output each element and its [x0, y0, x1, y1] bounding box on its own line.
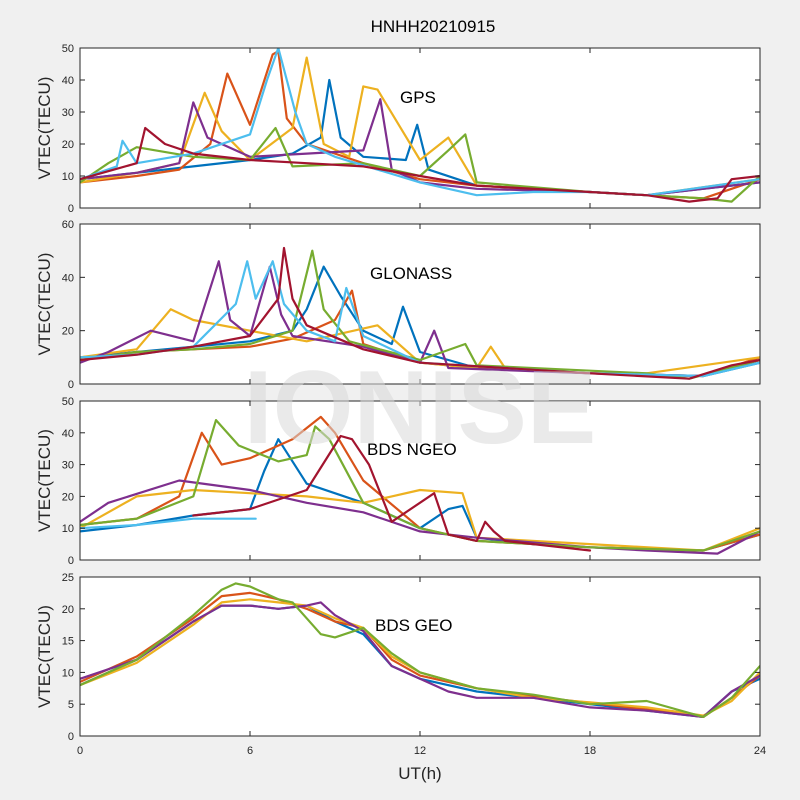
series-group-gps	[80, 48, 760, 203]
y-tick-label: 20	[62, 604, 74, 616]
series-line-glonass-4	[80, 260, 760, 378]
panel-glonass: 0 20 40 60 VTEC(TECU) GLONASS	[35, 219, 761, 391]
series-line-bds-ngeo-6	[80, 517, 257, 530]
y-tick-label: 20	[62, 139, 74, 151]
panel-label-bds-geo: BDS GEO	[375, 616, 452, 635]
y-tick-label: 0	[68, 731, 74, 743]
y-tick-label: 40	[62, 75, 74, 87]
y-tick-label: 40	[62, 428, 74, 440]
x-tick-label: 24	[754, 745, 766, 757]
y-tick-label: 10	[62, 667, 74, 679]
series-line-glonass-5	[80, 249, 760, 380]
y-axis-label-bds-geo: VTEC(TECU)	[35, 605, 54, 708]
panel-gps: 0 10 20 30 40 50 VTEC(TECU) GPS	[35, 43, 761, 215]
x-axis-label: UT(h)	[398, 764, 441, 783]
series-line-bds-ngeo-3	[80, 488, 760, 552]
y-tick-label: 30	[62, 107, 74, 119]
y-tick-label: 50	[62, 396, 74, 408]
x-tick-label: 6	[247, 745, 253, 757]
panel-label-gps: GPS	[400, 88, 436, 107]
y-tick-label: 5	[68, 699, 74, 711]
y-tick-label: 20	[62, 491, 74, 503]
y-tick-label: 15	[62, 636, 74, 648]
figure-title: HNHH20210915	[371, 17, 496, 36]
watermark: IONISE	[244, 350, 597, 466]
y-axis-label-gps: VTEC(TECU)	[35, 77, 54, 180]
plot-area-glonass	[80, 224, 760, 384]
series-line-bds-geo-3	[80, 598, 760, 717]
x-tick-label: 12	[414, 745, 426, 757]
series-line-bds-geo-4	[80, 601, 760, 719]
y-tick-label: 0	[68, 379, 74, 391]
y-tick-label: 25	[62, 572, 74, 584]
series-line-gps-6	[80, 48, 760, 197]
y-tick-label: 0	[68, 555, 74, 567]
series-group-bds-geo	[80, 582, 760, 719]
series-line-gps-7	[80, 126, 760, 203]
y-tick-label: 30	[62, 460, 74, 472]
y-tick-label: 60	[62, 219, 74, 231]
series-line-bds-ngeo-7	[192, 434, 592, 552]
y-axis-label-bds-ngeo: VTEC(TECU)	[35, 429, 54, 532]
plot-area-bds-ngeo	[80, 401, 760, 560]
y-tick-label: 0	[68, 203, 74, 215]
plot-area-gps	[80, 48, 760, 208]
panel-bds-ngeo: 0 10 20 30 40 50 VTEC(TECU) BDS NGEO	[35, 396, 761, 567]
panel-bds-geo: 0 5 10 15 20 25 0 6 12 18 24 VTEC(TECU) BDS GEO	[35, 572, 766, 757]
series-line-bds-geo-5	[80, 582, 760, 719]
panel-label-glonass: GLONASS	[370, 264, 452, 283]
y-axis-label-glonass: VTEC(TECU)	[35, 253, 54, 356]
y-tick-label: 10	[62, 171, 74, 183]
x-tick-label: 0	[77, 745, 83, 757]
y-tick-label: 20	[62, 326, 74, 338]
y-tick-label: 40	[62, 272, 74, 284]
series-line-glonass-7	[80, 246, 760, 380]
y-tick-label: 50	[62, 43, 74, 55]
series-group-bds-ngeo	[80, 415, 760, 555]
series-group-glonass	[80, 246, 760, 380]
panel-label-bds-ngeo: BDS NGEO	[367, 440, 457, 459]
x-tick-label: 18	[584, 745, 596, 757]
y-tick-label: 10	[62, 523, 74, 535]
